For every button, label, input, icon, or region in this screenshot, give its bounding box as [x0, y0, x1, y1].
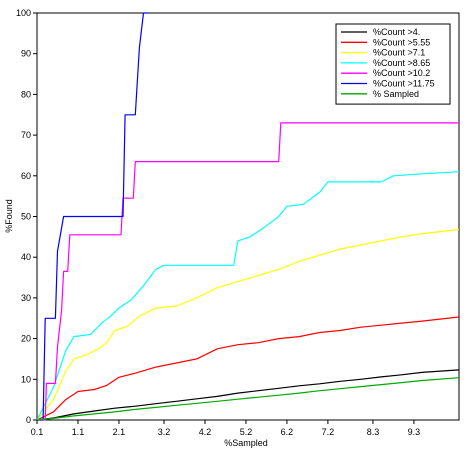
y-tick-label: 0 [26, 415, 31, 425]
y-tick-label: 10 [21, 374, 31, 384]
y-tick-label: 50 [21, 212, 31, 222]
legend-box [335, 23, 451, 105]
series-line-1 [36, 369, 460, 421]
series-line-4 [36, 171, 460, 421]
legend-label: %Count >8.65 [373, 58, 430, 68]
y-tick-label: 20 [21, 334, 31, 344]
legend-label: % Sampled [373, 89, 419, 99]
x-tick-label: 9.3 [408, 427, 421, 437]
x-tick-label: 4.2 [199, 427, 212, 437]
legend-label: %Count >11.75 [373, 79, 435, 89]
x-tick-label: 6.2 [281, 427, 294, 437]
series-line-3 [36, 228, 460, 421]
x-tick-label: 0.1 [31, 427, 44, 437]
x-axis-label: %Sampled [224, 438, 268, 448]
x-tick-label: 7.2 [322, 427, 335, 437]
y-tick-label: 70 [21, 130, 31, 140]
y-tick-label: 80 [21, 89, 31, 99]
y-tick-label: 100 [16, 8, 31, 18]
y-axis-label: %Found [4, 199, 14, 233]
legend-label: %Count >7.1 [373, 48, 425, 58]
x-tick-label: 5.2 [240, 427, 253, 437]
x-tick-label: 1.1 [72, 427, 85, 437]
series-line-6 [37, 12, 148, 421]
legend-label: %Count >4. [373, 27, 420, 37]
x-tick-label: 3.2 [158, 427, 171, 437]
series-line-7 [36, 377, 460, 421]
axes-layer: 0 10 20 30 40 50 60 70 80 90 100 0.1 1.1 2.1 3.2 4.2 5.2… [16, 8, 420, 437]
y-tick-label: 40 [21, 252, 31, 262]
y-tick-label: 30 [21, 293, 31, 303]
x-tick-label: 8.3 [367, 427, 380, 437]
series-line-2 [36, 316, 460, 421]
series-line-5 [37, 122, 459, 421]
legend-label: %Count >10.2 [373, 68, 430, 78]
series-layer [36, 12, 460, 421]
x-tick-label: 2.1 [113, 427, 126, 437]
y-tick-label: 60 [21, 171, 31, 181]
legend: %Count >4.%Count >5.55%Count >7.1%Count … [335, 23, 451, 105]
y-tick-label: 90 [21, 49, 31, 59]
legend-label: %Count >5.55 [373, 37, 430, 47]
